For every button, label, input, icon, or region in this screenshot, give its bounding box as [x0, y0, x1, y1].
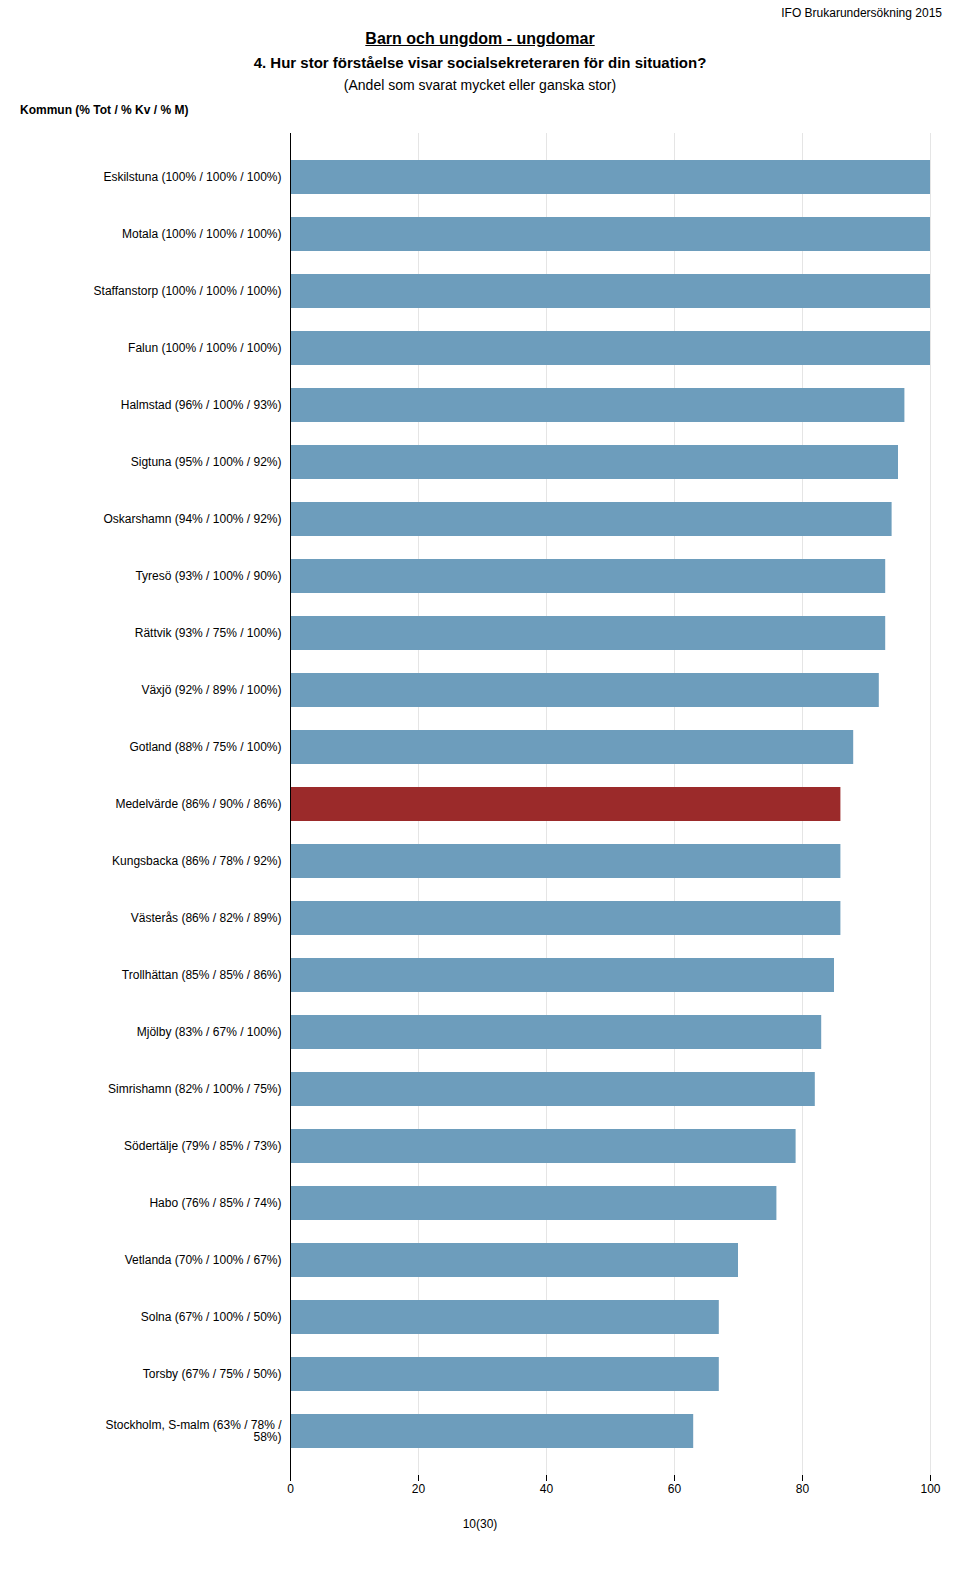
- svg-text:80: 80: [796, 1482, 810, 1496]
- svg-text:Oskarshamn (94% / 100% / 92%): Oskarshamn (94% / 100% / 92%): [103, 512, 281, 526]
- svg-text:Simrishamn (82% / 100% / 75%): Simrishamn (82% / 100% / 75%): [108, 1082, 281, 1096]
- svg-text:Rättvik (93% / 75% / 100%): Rättvik (93% / 75% / 100%): [135, 626, 282, 640]
- svg-text:Mjölby (83% / 67% / 100%): Mjölby (83% / 67% / 100%): [137, 1025, 282, 1039]
- html-text:IFO Brukarundersökning 2015: IFO Brukarundersökning 2015: [781, 6, 942, 20]
- svg-text:Habo (76% / 85% / 74%): Habo (76% / 85% / 74%): [149, 1196, 281, 1210]
- svg-text:Kungsbacka (86% / 78% / 92%): Kungsbacka (86% / 78% / 92%): [112, 854, 281, 868]
- svg-text:Torsby (67% / 75% / 50%): Torsby (67% / 75% / 50%): [143, 1367, 282, 1381]
- svg-text:Sigtuna (95% / 100% / 92%): Sigtuna (95% / 100% / 92%): [131, 455, 282, 469]
- svg-text:100: 100: [920, 1482, 940, 1496]
- svg-text:Halmstad (96% / 100% / 93%): Halmstad (96% / 100% / 93%): [121, 398, 282, 412]
- svg-text:Trollhättan (85% / 85% / 86%): Trollhättan (85% / 85% / 86%): [122, 968, 282, 982]
- html-text:Barn och ungdom - ungdomar: Barn och ungdom - ungdomar: [365, 30, 595, 47]
- svg-text:Gotland (88% / 75% / 100%): Gotland (88% / 75% / 100%): [129, 740, 281, 754]
- svg-text:Eskilstuna (100% / 100% / 100%: Eskilstuna (100% / 100% / 100%): [103, 170, 281, 184]
- html-text:10(30): 10(30): [462, 1517, 498, 1531]
- svg-text:Södertälje (79% / 85% / 73%): Södertälje (79% / 85% / 73%): [124, 1139, 281, 1153]
- svg-text:0: 0: [287, 1482, 294, 1496]
- svg-text:Vetlanda (70% / 100% / 67%): Vetlanda (70% / 100% / 67%): [125, 1253, 282, 1267]
- svg-text:Västerås (86% / 82% / 89%): Västerås (86% / 82% / 89%): [131, 911, 282, 925]
- svg-text:Staffanstorp (100% / 100% / 10: Staffanstorp (100% / 100% / 100%): [94, 284, 282, 298]
- svg-text:Falun (100% / 100% / 100%): Falun (100% / 100% / 100%): [128, 341, 281, 355]
- html-text:4. Hur stor förståelse visar s: 4. Hur stor förståelse visar socialsekre…: [253, 54, 707, 71]
- svg-text:Medelvärde (86% / 90% / 86%): Medelvärde (86% / 90% / 86%): [115, 797, 281, 811]
- svg-text:Solna (67% / 100% / 50%): Solna (67% / 100% / 50%): [141, 1310, 282, 1324]
- svg-text:Växjö (92% / 89% / 100%): Växjö (92% / 89% / 100%): [141, 683, 281, 697]
- svg-text:40: 40: [540, 1482, 554, 1496]
- html-text:Kommun (% Tot / % Kv / % M): Kommun (% Tot / % Kv / % M): [20, 103, 189, 117]
- svg-text:Tyresö (93% / 100% / 90%): Tyresö (93% / 100% / 90%): [135, 569, 281, 583]
- svg-text:20: 20: [412, 1482, 426, 1496]
- svg-text:Stockholm, S-malm (63% / 78% /: Stockholm, S-malm (63% / 78% /58%): [105, 1418, 282, 1444]
- html-text:(Andel som svarat mycket eller: (Andel som svarat mycket eller ganska st…: [343, 77, 617, 93]
- svg-text:Motala (100% / 100% / 100%): Motala (100% / 100% / 100%): [122, 227, 281, 241]
- svg-text:60: 60: [668, 1482, 682, 1496]
